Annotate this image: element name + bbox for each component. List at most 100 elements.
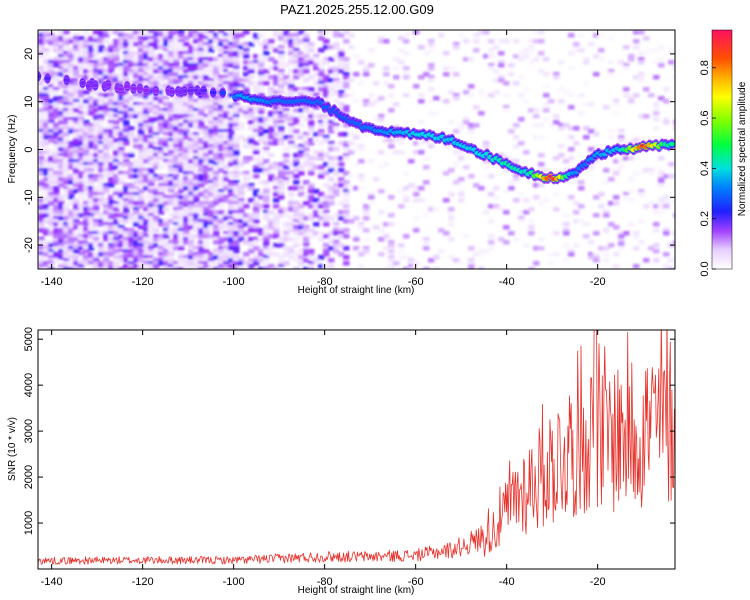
spectrogram-cell (88, 255, 95, 260)
spectrogram-cell (183, 171, 190, 176)
spectrogram-cell (138, 129, 145, 134)
spectrogram-cell (243, 159, 250, 164)
spectrogram-cell (298, 63, 305, 68)
spectrogram-cell (58, 66, 65, 71)
spectrogram-cell (148, 228, 155, 233)
spectrogram-cell (73, 267, 80, 269)
spectrogram-cell (138, 78, 145, 83)
spectrogram-cell (113, 234, 120, 239)
spectrogram-cell (43, 204, 50, 209)
spectrogram-cell (138, 147, 145, 152)
spectrogram-cell (73, 219, 80, 224)
spectrogram-cell (223, 249, 230, 254)
spectrogram-cell (198, 150, 205, 155)
spectrogram-cell (228, 126, 235, 131)
spectrogram-cell (168, 132, 175, 137)
spectrogram-cell (568, 105, 575, 110)
spectrogram-cell (53, 252, 60, 257)
spectrogram-cell (158, 108, 165, 113)
spectrogram-cell (648, 93, 655, 98)
spectrogram-cell (293, 129, 300, 134)
spectrogram-cell (58, 207, 65, 212)
spectrogram-cell (78, 204, 85, 209)
spectrogram-cell (628, 99, 635, 104)
spectrogram-cell (223, 60, 230, 65)
spectrogram-cell (53, 84, 60, 89)
spectrogram-cell (283, 171, 290, 176)
spectrogram-cell (453, 96, 460, 101)
spectrogram-cell (228, 87, 235, 92)
spectrogram-cell (48, 222, 55, 227)
signal-track-blob (130, 86, 137, 91)
spectrogram-cell (133, 240, 140, 245)
spectrogram-cell (163, 267, 170, 269)
spectrogram-cell (153, 192, 160, 197)
spectrogram-cell (343, 234, 350, 239)
spectrogram-cell (38, 258, 45, 263)
spectrogram-cell (128, 108, 135, 113)
spectrogram-cell (68, 108, 75, 113)
spectrogram-cell (608, 69, 615, 74)
spectrogram-cell (528, 267, 535, 269)
spectrogram-cell (53, 174, 60, 179)
spectrogram-cell (428, 99, 435, 104)
spectrogram-cell (398, 189, 405, 194)
spectrogram-cell (263, 159, 270, 164)
spectrogram-cell (378, 165, 385, 170)
spectrogram-cell (553, 156, 560, 161)
spectrogram-cell (38, 267, 45, 269)
spectrogram-cell (263, 258, 270, 263)
spectrogram-cell (333, 84, 340, 89)
spectrogram-cell (243, 66, 250, 71)
spectrogram-cell (48, 162, 55, 167)
spectrogram-cell (118, 204, 125, 209)
spectrogram-cell (123, 96, 130, 101)
spectrogram-cell (293, 225, 300, 230)
spectrogram-cell (173, 180, 180, 185)
spectrogram-cell (193, 252, 200, 257)
spectrogram-cell (63, 204, 70, 209)
spectrogram-cell (513, 81, 520, 86)
spectrogram-cell (273, 132, 280, 137)
spectrogram-cell (203, 60, 210, 65)
spectrogram-cell (98, 69, 105, 74)
spectrogram-cell (653, 111, 660, 116)
spectrogram-cell (623, 66, 630, 71)
colorbar: 0.00.20.40.60.8 Normalized spectral ampl… (699, 29, 748, 277)
spectrogram-cell (303, 156, 310, 161)
spectrogram-cell (318, 204, 325, 209)
spectrogram-cell (328, 237, 335, 242)
spectrogram-cell (163, 66, 170, 71)
spectrogram-cell (288, 144, 295, 149)
spectrogram-cell (88, 180, 95, 185)
spectrogram-cell (318, 36, 325, 41)
spectrogram-cell (48, 126, 55, 131)
spectrogram-cell (163, 153, 170, 158)
spectrogram-cell (428, 78, 435, 83)
spectrogram-cell (293, 204, 300, 209)
spectrogram-cell (113, 264, 120, 269)
spectrogram-cell (98, 261, 105, 266)
spectrogram-cell (418, 99, 425, 104)
colorbar-tick-label: 0.2 (699, 211, 711, 226)
spectrogram-cell (173, 168, 180, 173)
spectrogram-cell (338, 162, 345, 167)
spectrogram-cell (103, 138, 110, 143)
spectrogram-cell (133, 138, 140, 143)
spectrogram-cell (283, 231, 290, 236)
spectrogram-cell (78, 105, 85, 110)
spectrogram-cell (248, 249, 255, 254)
spectrogram-cell (98, 60, 105, 65)
spectrogram-cell (253, 213, 260, 218)
spectrogram-cell (203, 255, 210, 260)
spectrogram-cell (213, 156, 220, 161)
spectrogram-cell (258, 180, 265, 185)
spectrogram-cell (213, 234, 220, 239)
spectrogram-cell (298, 60, 305, 65)
spectrogram-cell (343, 198, 350, 203)
spectrogram-cell (153, 243, 160, 248)
spectrogram-cell (148, 225, 155, 230)
spectrogram-cell (333, 249, 340, 254)
spectrogram-cell (173, 147, 180, 152)
spectrogram-cell (228, 222, 235, 227)
